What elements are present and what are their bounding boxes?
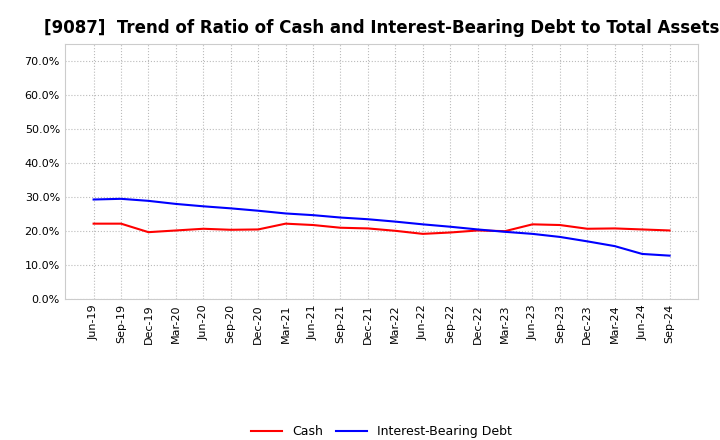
Interest-Bearing Debt bbox=[446, 224, 454, 229]
Line: Interest-Bearing Debt: Interest-Bearing Debt bbox=[94, 199, 670, 256]
Interest-Bearing Debt bbox=[226, 206, 235, 211]
Interest-Bearing Debt bbox=[528, 231, 537, 237]
Cash bbox=[309, 222, 318, 227]
Interest-Bearing Debt bbox=[117, 196, 125, 202]
Legend: Cash, Interest-Bearing Debt: Cash, Interest-Bearing Debt bbox=[246, 420, 517, 440]
Cash bbox=[254, 227, 263, 232]
Title: [9087]  Trend of Ratio of Cash and Interest-Bearing Debt to Total Assets: [9087] Trend of Ratio of Cash and Intere… bbox=[44, 19, 719, 37]
Cash bbox=[89, 221, 98, 226]
Cash bbox=[583, 226, 592, 231]
Interest-Bearing Debt bbox=[309, 213, 318, 218]
Cash bbox=[226, 227, 235, 232]
Interest-Bearing Debt bbox=[254, 208, 263, 213]
Interest-Bearing Debt bbox=[500, 229, 509, 235]
Cash bbox=[144, 230, 153, 235]
Cash bbox=[446, 230, 454, 235]
Interest-Bearing Debt bbox=[391, 219, 400, 224]
Interest-Bearing Debt bbox=[171, 201, 180, 206]
Cash bbox=[500, 228, 509, 234]
Interest-Bearing Debt bbox=[199, 204, 207, 209]
Interest-Bearing Debt bbox=[89, 197, 98, 202]
Cash bbox=[556, 222, 564, 227]
Cash bbox=[665, 228, 674, 233]
Interest-Bearing Debt bbox=[665, 253, 674, 258]
Line: Cash: Cash bbox=[94, 224, 670, 234]
Cash bbox=[336, 225, 345, 231]
Cash bbox=[528, 222, 537, 227]
Cash bbox=[364, 226, 372, 231]
Cash bbox=[418, 231, 427, 237]
Interest-Bearing Debt bbox=[364, 216, 372, 222]
Interest-Bearing Debt bbox=[336, 215, 345, 220]
Cash bbox=[391, 228, 400, 234]
Cash bbox=[117, 221, 125, 226]
Cash bbox=[199, 226, 207, 231]
Interest-Bearing Debt bbox=[583, 239, 592, 244]
Cash bbox=[638, 227, 647, 232]
Cash bbox=[171, 228, 180, 233]
Interest-Bearing Debt bbox=[638, 251, 647, 257]
Interest-Bearing Debt bbox=[282, 211, 290, 216]
Cash bbox=[473, 228, 482, 233]
Interest-Bearing Debt bbox=[611, 243, 619, 249]
Interest-Bearing Debt bbox=[418, 222, 427, 227]
Interest-Bearing Debt bbox=[473, 227, 482, 232]
Interest-Bearing Debt bbox=[144, 198, 153, 204]
Cash bbox=[282, 221, 290, 226]
Cash bbox=[611, 226, 619, 231]
Interest-Bearing Debt bbox=[556, 234, 564, 239]
